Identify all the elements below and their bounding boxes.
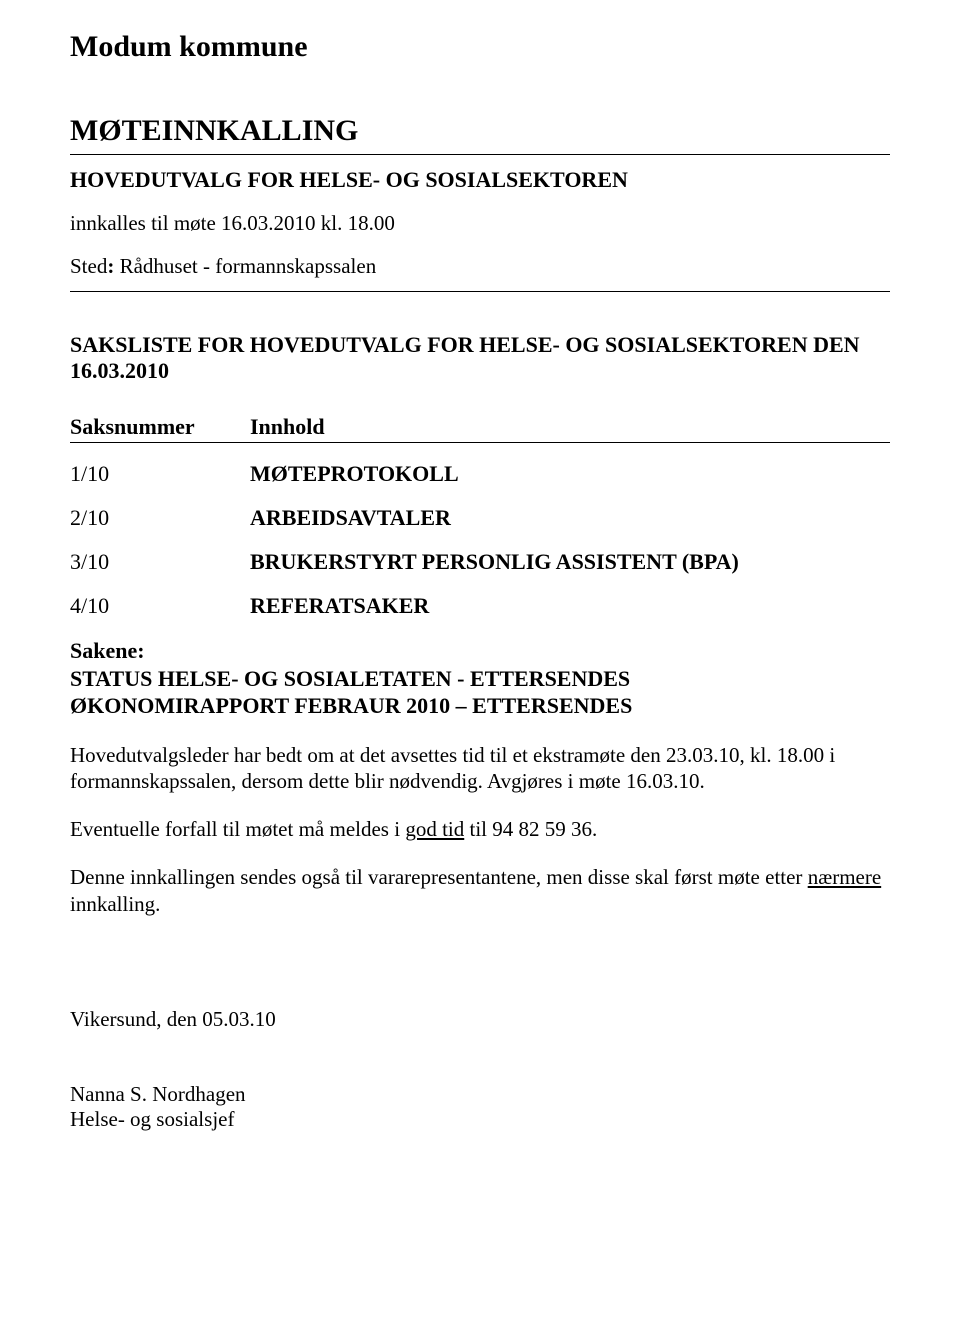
paragraph: Denne innkallingen sendes også til varar… xyxy=(70,864,890,917)
agenda-num: 4/10 xyxy=(70,593,250,619)
col-header-innhold: Innhold xyxy=(250,414,890,440)
agenda-table-header: Saksnummer Innhold xyxy=(70,414,890,442)
document-page: Modum kommune MØTEINNKALLING HOVEDUTVALG… xyxy=(0,0,960,1327)
meeting-location-line: Sted: Rådhuset - formannskapssalen xyxy=(70,254,890,279)
meeting-info: HOVEDUTVALG FOR HELSE- OG SOSIALSEKTOREN… xyxy=(70,155,890,291)
kommune-name: Modum kommune xyxy=(70,30,890,64)
meeting-datetime: innkalles til møte 16.03.2010 kl. 18.00 xyxy=(70,211,890,236)
text: innkalling. xyxy=(70,892,160,916)
text: Denne innkallingen sendes også til varar… xyxy=(70,865,808,889)
col-header-saksnummer: Saksnummer xyxy=(70,414,250,440)
agenda-row: 1/10 MØTEPROTOKOLL xyxy=(70,461,890,487)
agenda-num: 1/10 xyxy=(70,461,250,487)
agenda-num: 2/10 xyxy=(70,505,250,531)
text: til 94 82 59 36. xyxy=(464,817,597,841)
signoff-date: Vikersund, den 05.03.10 xyxy=(70,1007,890,1032)
underlined-text: nærmere xyxy=(808,865,881,889)
underlined-text: god tid xyxy=(405,817,464,841)
divider xyxy=(70,291,890,292)
committee-name: HOVEDUTVALG FOR HELSE- OG SOSIALSEKTOREN xyxy=(70,167,890,193)
sakene-label: Sakene: xyxy=(70,637,890,665)
location-value: Rådhuset - formannskapssalen xyxy=(114,254,376,278)
paragraph: Hovedutvalgsleder har bedt om at det avs… xyxy=(70,742,890,795)
agenda-row: 3/10 BRUKERSTYRT PERSONLIG ASSISTENT (BP… xyxy=(70,549,890,575)
agenda-title: ARBEIDSAVTALER xyxy=(250,505,890,531)
agenda-title: MØTEPROTOKOLL xyxy=(250,461,890,487)
agenda-table: 1/10 MØTEPROTOKOLL 2/10 ARBEIDSAVTALER 3… xyxy=(70,461,890,619)
document-title: MØTEINNKALLING xyxy=(70,114,890,148)
sakene-line: STATUS HELSE- OG SOSIALETATEN - ETTERSEN… xyxy=(70,665,890,693)
signoff-role: Helse- og sosialsjef xyxy=(70,1107,890,1132)
agenda-num: 3/10 xyxy=(70,549,250,575)
sakene-line: ØKONOMIRAPPORT FEBRAUR 2010 – ETTERSENDE… xyxy=(70,692,890,720)
signoff-block: Vikersund, den 05.03.10 Nanna S. Nordhag… xyxy=(70,1007,890,1132)
agenda-row: 2/10 ARBEIDSAVTALER xyxy=(70,505,890,531)
sakene-block: Sakene: STATUS HELSE- OG SOSIALETATEN - … xyxy=(70,637,890,720)
text: Eventuelle forfall til møtet må meldes i xyxy=(70,817,405,841)
divider xyxy=(70,442,890,443)
agenda-title: BRUKERSTYRT PERSONLIG ASSISTENT (BPA) xyxy=(250,549,890,575)
paragraph: Eventuelle forfall til møtet må meldes i… xyxy=(70,816,890,842)
agenda-title: REFERATSAKER xyxy=(250,593,890,619)
location-label: Sted xyxy=(70,254,107,278)
agenda-row: 4/10 REFERATSAKER xyxy=(70,593,890,619)
agenda-heading: SAKSLISTE FOR HOVEDUTVALG FOR HELSE- OG … xyxy=(70,332,890,384)
signoff-name: Nanna S. Nordhagen xyxy=(70,1082,890,1107)
